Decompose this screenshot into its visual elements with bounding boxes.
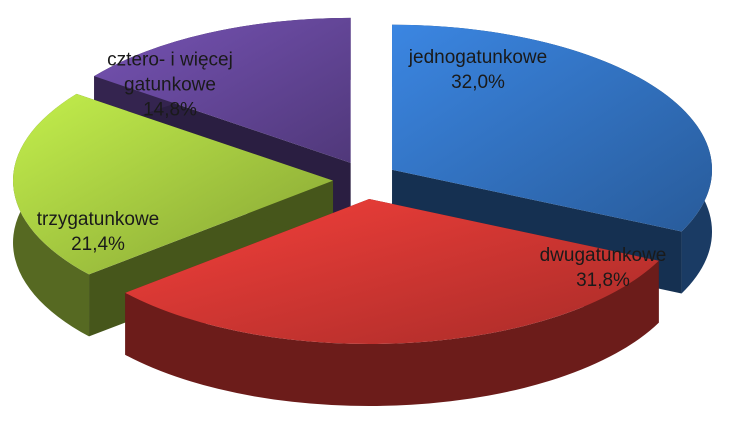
slice — [392, 24, 713, 232]
value-label: 31,8% — [576, 270, 630, 291]
data-label: trzygatunkowe 21,4% — [0, 207, 198, 257]
slice — [94, 17, 351, 163]
slice — [13, 93, 334, 275]
value-label: 14,8% — [143, 99, 197, 121]
category-label: jednogatunkowe — [408, 47, 548, 68]
category-label: dwugatunkowe — [539, 245, 667, 266]
category-label: trzygatunkowe — [36, 209, 160, 230]
category-label: cztero- i więcej gatunkowe — [107, 49, 233, 96]
data-label: cztero- i więcej gatunkowe 14,8% — [75, 48, 265, 123]
slice-side — [125, 260, 659, 407]
data-label: jednogatunkowe 32,0% — [368, 45, 588, 95]
slice — [125, 199, 659, 345]
value-label: 21,4% — [71, 234, 125, 255]
value-label: 32,0% — [451, 72, 505, 93]
data-label: dwugatunkowe 31,8% — [493, 243, 713, 293]
slice — [13, 93, 334, 337]
slice — [125, 199, 659, 407]
